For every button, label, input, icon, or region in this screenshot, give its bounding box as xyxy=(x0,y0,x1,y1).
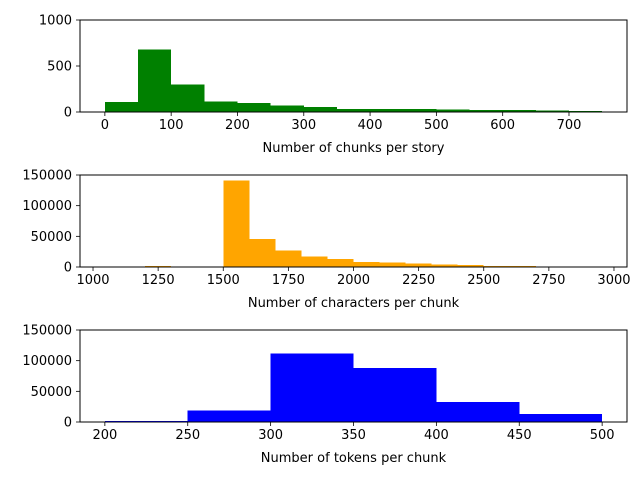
bar-chunks-per-story-3 xyxy=(204,101,238,112)
y-tick-label-chunks-per-story-500: 500 xyxy=(47,60,72,75)
bar-chunks-per-story-6 xyxy=(303,106,337,112)
bar-chunks-per-story-13 xyxy=(535,110,569,112)
bar-tokens-per-chunk-0 xyxy=(104,421,188,422)
bar-characters-per-chunk-1 xyxy=(223,180,250,267)
x-axis-label-chunks-per-story: Number of chunks per story xyxy=(263,141,445,156)
bars-characters-per-chunk xyxy=(145,180,588,267)
bar-chunks-per-story-5 xyxy=(270,105,304,112)
y-tick-label-tokens-per-chunk-50000: 50000 xyxy=(31,385,72,400)
bars-tokens-per-chunk xyxy=(104,353,603,422)
bar-chunks-per-story-8 xyxy=(370,108,404,112)
bar-chunks-per-story-7 xyxy=(336,108,371,112)
bar-tokens-per-chunk-2 xyxy=(270,353,354,422)
y-tick-label-tokens-per-chunk-100000: 100000 xyxy=(22,354,72,369)
bar-characters-per-chunk-9 xyxy=(431,264,458,267)
bar-characters-per-chunk-3 xyxy=(275,250,302,267)
x-axis-label-tokens-per-chunk: Number of tokens per chunk xyxy=(261,451,447,466)
bar-characters-per-chunk-10 xyxy=(457,265,484,267)
y-tick-label-characters-per-chunk-100000: 100000 xyxy=(22,199,72,214)
bar-characters-per-chunk-6 xyxy=(353,261,380,267)
x-ticks-chunks-per-story: 0 100 200 300 400 500 600 700 xyxy=(101,112,582,133)
x-tick-label-chunks-per-story-600: 600 xyxy=(490,118,515,133)
bar-characters-per-chunk-2 xyxy=(249,238,276,267)
bar-chunks-per-story-10 xyxy=(436,109,470,112)
x-tick-label-chunks-per-story-100: 100 xyxy=(159,118,184,133)
x-tick-label-tokens-per-chunk-400: 400 xyxy=(424,428,449,443)
x-tick-label-tokens-per-chunk-250: 250 xyxy=(175,428,200,443)
x-tick-label-characters-per-chunk-1500: 1500 xyxy=(207,273,240,288)
x-tick-label-chunks-per-story-0: 0 xyxy=(101,118,109,133)
bars-chunks-per-story xyxy=(104,49,603,112)
y-tick-label-chunks-per-story-0: 0 xyxy=(64,106,72,121)
x-tick-label-tokens-per-chunk-350: 350 xyxy=(341,428,366,443)
bar-chunks-per-story-12 xyxy=(502,110,536,112)
bar-chunks-per-story-9 xyxy=(403,109,437,112)
x-tick-label-characters-per-chunk-2500: 2500 xyxy=(467,273,500,288)
x-tick-label-tokens-per-chunk-500: 500 xyxy=(590,428,615,443)
x-tick-label-tokens-per-chunk-450: 450 xyxy=(507,428,532,443)
panel-characters-per-chunk: 1000 1250 1500 1750 2000 2250 2500 2750 3000 0 50… xyxy=(22,169,630,312)
bar-characters-per-chunk-7 xyxy=(379,262,406,267)
y-ticks-characters-per-chunk: 0 50000 100000 150000 xyxy=(22,169,80,276)
bar-tokens-per-chunk-3 xyxy=(353,368,437,422)
bar-chunks-per-story-14 xyxy=(568,111,603,112)
x-tick-label-chunks-per-story-400: 400 xyxy=(358,118,383,133)
panel-tokens-per-chunk: 200 250 300 350 400 450 500 0 50000 100000 150000… xyxy=(22,324,628,466)
panel-chunks-per-story: 0 100 200 300 400 500 600 700 0 500 1000 Number o… xyxy=(39,14,628,156)
y-tick-label-chunks-per-story-1000: 1000 xyxy=(39,14,72,29)
x-tick-label-characters-per-chunk-1250: 1250 xyxy=(142,273,175,288)
x-tick-label-chunks-per-story-200: 200 xyxy=(225,118,250,133)
bar-characters-per-chunk-12 xyxy=(509,266,536,267)
bar-chunks-per-story-11 xyxy=(469,109,503,112)
y-ticks-tokens-per-chunk: 0 50000 100000 150000 xyxy=(22,324,80,431)
x-axis-label-characters-per-chunk: Number of characters per chunk xyxy=(248,296,460,311)
bar-tokens-per-chunk-4 xyxy=(436,401,520,422)
bar-tokens-per-chunk-1 xyxy=(187,410,271,422)
x-ticks-tokens-per-chunk: 200 250 300 350 400 450 500 xyxy=(92,422,615,443)
bar-chunks-per-story-0 xyxy=(104,101,139,112)
axes-box-characters-per-chunk xyxy=(79,174,628,268)
x-tick-label-characters-per-chunk-2000: 2000 xyxy=(337,273,370,288)
bar-chunks-per-story-4 xyxy=(237,102,271,112)
y-tick-label-tokens-per-chunk-0: 0 xyxy=(64,416,72,431)
x-tick-label-characters-per-chunk-1000: 1000 xyxy=(76,273,109,288)
bar-chunks-per-story-1 xyxy=(138,49,172,112)
x-ticks-characters-per-chunk: 1000 1250 1500 1750 2000 2250 2500 2750 3000 xyxy=(76,267,631,288)
axes-frame-characters-per-chunk xyxy=(79,174,628,268)
x-tick-label-chunks-per-story-500: 500 xyxy=(424,118,449,133)
y-tick-label-characters-per-chunk-50000: 50000 xyxy=(31,230,72,245)
x-tick-label-tokens-per-chunk-200: 200 xyxy=(92,428,117,443)
bar-characters-per-chunk-4 xyxy=(301,256,328,267)
x-tick-label-chunks-per-story-300: 300 xyxy=(291,118,316,133)
x-tick-label-characters-per-chunk-3000: 3000 xyxy=(597,273,630,288)
bar-characters-per-chunk-5 xyxy=(327,259,354,267)
x-tick-label-chunks-per-story-700: 700 xyxy=(557,118,582,133)
x-tick-label-characters-per-chunk-2250: 2250 xyxy=(402,273,435,288)
y-ticks-chunks-per-story: 0 500 1000 xyxy=(39,14,80,121)
x-tick-label-characters-per-chunk-1750: 1750 xyxy=(272,273,305,288)
bar-characters-per-chunk-0 xyxy=(145,266,172,267)
x-tick-label-tokens-per-chunk-300: 300 xyxy=(258,428,283,443)
bar-characters-per-chunk-8 xyxy=(405,263,432,267)
x-tick-label-characters-per-chunk-2750: 2750 xyxy=(532,273,565,288)
y-tick-label-characters-per-chunk-150000: 150000 xyxy=(22,169,72,184)
y-tick-label-tokens-per-chunk-150000: 150000 xyxy=(22,324,72,339)
y-tick-label-characters-per-chunk-0: 0 xyxy=(64,261,72,276)
bar-tokens-per-chunk-5 xyxy=(519,414,603,422)
bar-chunks-per-story-2 xyxy=(171,84,205,112)
bar-characters-per-chunk-11 xyxy=(483,265,510,267)
